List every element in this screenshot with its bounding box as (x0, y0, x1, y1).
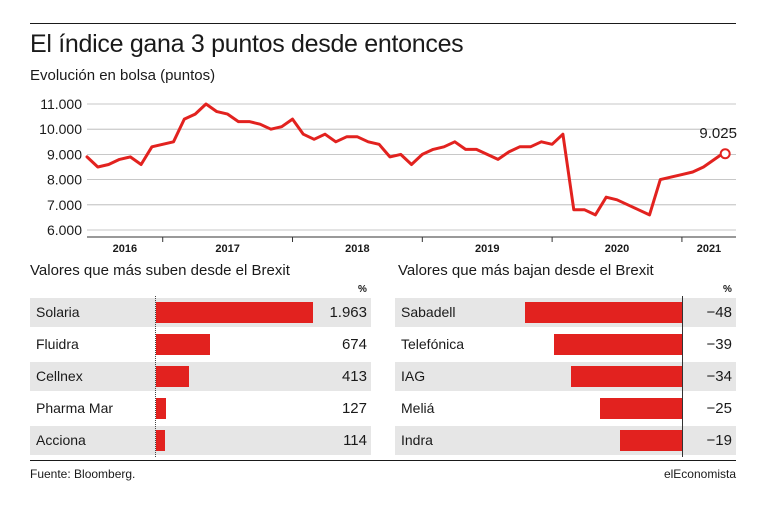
bar (156, 398, 167, 419)
x-tick-label: 2017 (215, 243, 239, 255)
value-label: −48 (706, 304, 732, 321)
bar (156, 334, 210, 355)
chart-subtitle: Evolución en bolsa (puntos) (30, 67, 216, 84)
value-label: 127 (341, 400, 367, 417)
value-label: −25 (706, 400, 732, 417)
value-label: 1.963 (329, 304, 367, 321)
row-label: Cellnex (36, 368, 83, 384)
source-note: Fuente: Bloomberg. (30, 467, 136, 481)
gainers-panel: Solaria 1.963 Fluidra 674 Cellnex 413 Pharma M… (30, 296, 371, 457)
y-tick-label: 10.000 (39, 121, 82, 137)
bar (525, 302, 682, 323)
table-row: Cellnex 413 (30, 362, 371, 391)
end-point-marker (719, 148, 731, 160)
value-label: −39 (706, 336, 732, 353)
row-label: Solaria (36, 304, 80, 320)
bottom-rule (30, 460, 736, 461)
bar (619, 430, 682, 451)
x-tick-label: 2021 (697, 243, 721, 255)
row-label: Meliá (401, 400, 435, 416)
row-label: Telefónica (401, 336, 465, 352)
bar (156, 366, 189, 387)
gainers-title: Valores que más suben desde el Brexit (30, 262, 290, 279)
value-label: −34 (706, 368, 732, 385)
value-label: 674 (341, 336, 367, 353)
brand-logo-text: elEconomista (663, 467, 736, 481)
losers-panel: Sabadell −48 Telefónica −39 IAG −34 Meliá −25 In… (395, 296, 736, 457)
y-tick-label: 7.000 (47, 197, 82, 213)
row-label: Indra (401, 432, 433, 448)
table-row: Acciona 114 (30, 426, 371, 455)
top-rule (30, 23, 736, 24)
losers-unit: % (723, 284, 732, 295)
x-tick-label: 2016 (113, 243, 137, 255)
value-label: 413 (341, 368, 367, 385)
x-tick-label: 2018 (345, 243, 369, 255)
y-tick-label: 8.000 (47, 172, 82, 188)
bar (570, 366, 682, 387)
value-label: 114 (343, 432, 367, 449)
bar (156, 430, 166, 451)
row-label: Acciona (36, 432, 86, 448)
value-label: −19 (706, 432, 732, 449)
x-tick-label: 2020 (605, 243, 629, 255)
row-label: Sabadell (401, 304, 456, 320)
end-value-label: 9.025 (699, 125, 737, 142)
bar (554, 334, 682, 355)
row-label: IAG (401, 368, 426, 384)
table-row: Meliá −25 (395, 394, 736, 423)
y-tick-label: 11.000 (40, 96, 82, 112)
baseline-line (682, 296, 683, 457)
table-row: Pharma Mar 127 (30, 394, 371, 423)
series-line (85, 102, 727, 217)
bar (156, 302, 313, 323)
table-row: Fluidra 674 (30, 330, 371, 359)
x-tick-label: 2019 (475, 243, 499, 255)
y-tick-label: 6.000 (47, 222, 82, 238)
baseline-line (155, 296, 156, 457)
y-tick-label: 9.000 (47, 146, 82, 162)
row-label: Fluidra (36, 336, 79, 352)
row-label: Pharma Mar (36, 400, 114, 416)
table-row: Telefónica −39 (395, 330, 736, 359)
gainers-unit: % (358, 284, 367, 295)
table-row: Solaria 1.963 (30, 298, 371, 327)
chart-title: El índice gana 3 puntos desde entonces (30, 30, 464, 58)
table-row: Indra −19 (395, 426, 736, 455)
losers-title: Valores que más bajan desde el Brexit (398, 262, 654, 279)
table-row: IAG −34 (395, 362, 736, 391)
table-row: Sabadell −48 (395, 298, 736, 327)
bar (600, 398, 682, 419)
